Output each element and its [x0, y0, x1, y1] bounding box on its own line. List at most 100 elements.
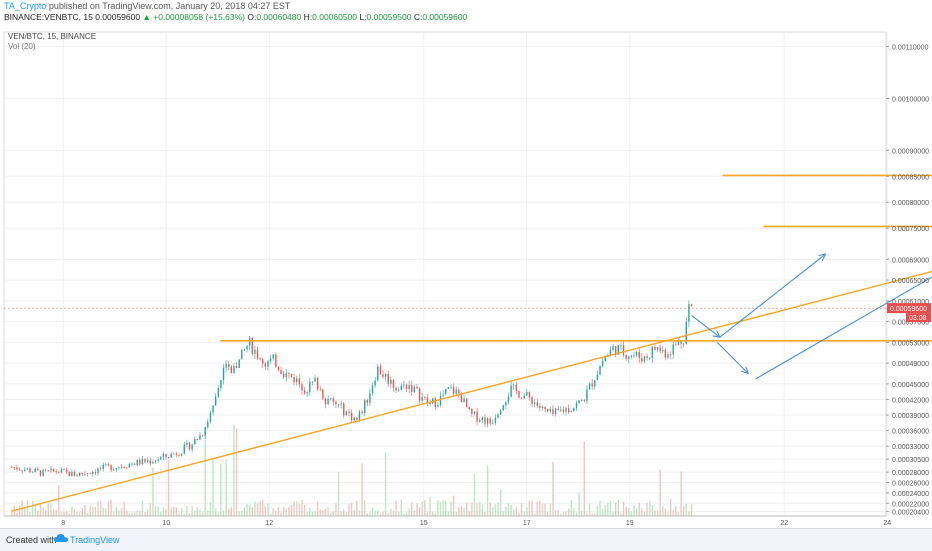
- volume-bar: [638, 502, 640, 516]
- candle-body: [340, 403, 342, 405]
- candle-body: [358, 411, 361, 420]
- volume-bar: [34, 505, 36, 516]
- volume-bar: [314, 511, 316, 516]
- countdown-label: 03:08: [909, 315, 927, 322]
- candle-body: [646, 356, 648, 358]
- candle-body: [392, 379, 395, 388]
- candle-body: [437, 405, 439, 407]
- volume-bar: [180, 507, 183, 516]
- volume-bar: [565, 511, 567, 516]
- volume-bar: [71, 507, 73, 516]
- volume-bar: [160, 512, 162, 516]
- y-tick-label: 0.00042000: [892, 397, 929, 404]
- candle-body: [183, 444, 185, 454]
- candle-body: [316, 377, 319, 390]
- candle-body: [452, 386, 455, 394]
- candle-body: [37, 468, 39, 471]
- candle-body: [494, 417, 497, 423]
- y-axis[interactable]: 0.00110000 0.00100000 0.00090000 0.00085000…: [886, 45, 931, 517]
- volume-bar: [217, 513, 219, 516]
- candle-body: [248, 337, 251, 346]
- x-axis[interactable]: 81012151719222414:00: [4, 515, 932, 527]
- volume-bar: [337, 471, 340, 516]
- high-value: 0.00060500: [312, 12, 358, 22]
- candle-body: [112, 469, 115, 471]
- candle-body: [400, 385, 403, 390]
- price-chart[interactable]: 0.000851740.00075348 0.00110000 0.0010000…: [0, 28, 932, 528]
- x-tick-label: 8: [61, 520, 65, 527]
- candle-body: [635, 351, 638, 356]
- volume-bar: [625, 506, 627, 516]
- candle-body: [34, 468, 36, 472]
- candle-body: [89, 473, 91, 475]
- volume-bar: [358, 510, 361, 516]
- volume-bar: [382, 511, 384, 516]
- candle-body: [39, 470, 42, 476]
- volume-bar: [264, 506, 267, 516]
- candle-body: [293, 377, 295, 382]
- volume-bar: [452, 495, 455, 516]
- volume-bar: [199, 509, 201, 516]
- candle-body: [21, 470, 23, 472]
- volume-bar: [460, 505, 463, 516]
- volume-bar: [662, 505, 664, 516]
- candle-body: [337, 404, 340, 406]
- volume-bar: [256, 502, 259, 516]
- volume-bar: [570, 500, 572, 516]
- y-tick-label: 0.00045000: [892, 382, 929, 389]
- candle-body: [97, 468, 99, 474]
- candle-body: [450, 386, 452, 388]
- candle-body: [599, 365, 601, 375]
- candle-body: [251, 337, 253, 354]
- footer-bar: Created with TradingView: [0, 528, 932, 551]
- candle-body: [298, 378, 301, 385]
- volume-bar: [332, 511, 335, 516]
- volume-bar: [204, 433, 206, 516]
- volume-bar: [50, 503, 52, 516]
- candle-body: [222, 367, 225, 380]
- volume-bar: [165, 509, 167, 516]
- candle-body: [152, 461, 154, 464]
- volume-bar: [635, 507, 638, 516]
- candle-body: [567, 408, 570, 413]
- candle-body: [73, 471, 76, 477]
- candle-body: [285, 373, 287, 378]
- candle-body: [643, 356, 646, 362]
- volume-bar: [350, 502, 353, 516]
- candle-body: [442, 394, 444, 396]
- volume-bar: [277, 507, 280, 516]
- candle-body: [387, 373, 389, 384]
- candle-body: [175, 453, 178, 455]
- volume-bar: [617, 500, 620, 516]
- volume-bar: [146, 509, 149, 516]
- candle-body: [612, 346, 614, 350]
- candle-body: [162, 453, 165, 458]
- candle-body: [71, 471, 73, 477]
- candle-body: [515, 384, 518, 391]
- volume-bar: [607, 502, 609, 516]
- candle-body: [86, 473, 89, 475]
- volume-bar: [296, 501, 298, 516]
- candle-body: [581, 399, 583, 401]
- candle-body: [560, 409, 562, 411]
- volume-bar: [675, 506, 677, 516]
- volume-bar: [335, 503, 337, 516]
- candle-body: [502, 405, 504, 411]
- candle-body: [377, 366, 379, 381]
- candle-body: [55, 471, 57, 473]
- volume-bar: [259, 500, 261, 516]
- candle-body: [675, 344, 677, 346]
- volume-bar: [173, 506, 175, 516]
- last-price-label: 0.00059600: [890, 306, 927, 313]
- author-link[interactable]: TA_Crypto: [4, 1, 47, 11]
- candle-body: [209, 412, 212, 422]
- volume-bar: [356, 501, 358, 516]
- candles: [11, 300, 693, 477]
- volume-bar: [583, 441, 586, 516]
- candle-body: [68, 471, 70, 477]
- candle-body: [667, 354, 669, 358]
- volume-bar: [24, 508, 26, 516]
- candle-body: [533, 402, 536, 404]
- candle-body: [492, 422, 494, 424]
- tradingview-brand[interactable]: TradingView: [70, 535, 120, 545]
